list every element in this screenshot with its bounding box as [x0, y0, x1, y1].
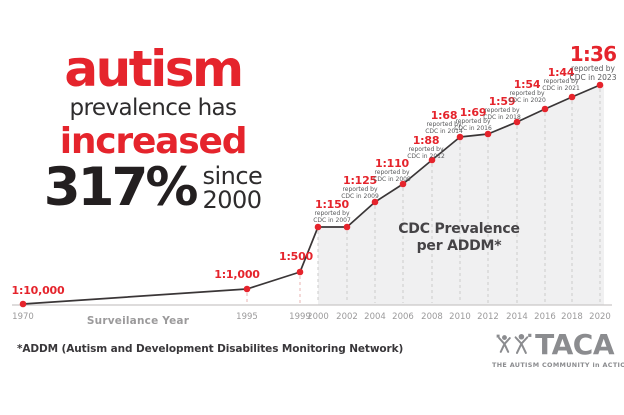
- data-point-2014: [513, 118, 521, 126]
- x-axis-label: Surveilance Year: [86, 315, 190, 327]
- point-reported-text: CDC in 2007: [313, 217, 351, 225]
- point-ratio: 1:88: [412, 134, 440, 147]
- point-ratio: 1:10,000: [11, 284, 65, 297]
- x-tick-label-2008: 2008: [421, 312, 443, 322]
- headline-block: autism prevalence has increased 317% sin…: [20, 40, 286, 218]
- point-reported-text: CDC in 2021: [542, 85, 580, 93]
- point-reported-text: reported by: [543, 78, 579, 85]
- headline-percent: 317%: [43, 157, 199, 218]
- point-reported-text: CDC in 2020: [508, 97, 546, 105]
- chart-annotation-line2: per ADDM*: [416, 237, 502, 254]
- headline-percent-row: 317% since 2000: [20, 157, 286, 218]
- headline-increased: increased: [59, 121, 248, 162]
- point-label-1995: 1:1,000: [214, 268, 260, 281]
- point-reported-text: reported by: [509, 90, 545, 97]
- point-ratio: 1:69: [459, 106, 487, 119]
- point-reported-text: CDC in 2016: [454, 125, 492, 133]
- x-tick-label-2004: 2004: [364, 312, 386, 322]
- prevalence-line: [22, 84, 601, 305]
- x-tick-label-2016: 2016: [534, 312, 556, 322]
- point-reported-text: CDC in 2009: [341, 193, 379, 201]
- data-point-2020: [596, 81, 604, 89]
- point-label-2008: 1:88 reported by CDC in 2012: [407, 135, 445, 161]
- point-reported-text: reported by: [484, 107, 520, 114]
- headline-since-line2: 2000: [202, 186, 262, 215]
- point-ratio: 1:44: [547, 66, 575, 79]
- data-point-1995: [243, 285, 251, 293]
- point-reported-text: reported by: [571, 64, 615, 73]
- point-reported-text: reported by: [374, 169, 410, 176]
- x-tick-label-2010: 2010: [449, 312, 471, 322]
- taca-tagline: THE AUTISM COMMUNITY in ACTION: [492, 360, 624, 369]
- point-reported-text: CDC in 2023: [569, 73, 617, 83]
- point-reported-text: CDC in 2018: [483, 114, 521, 122]
- point-ratio: 1:110: [374, 157, 409, 170]
- point-reported-text: reported by: [314, 210, 350, 217]
- data-point-2016: [541, 105, 549, 113]
- taca-figures-icon: [496, 333, 532, 354]
- point-label-2010: 1:68 reported by CDC in 2014: [425, 110, 463, 136]
- x-tick-label-2018: 2018: [561, 312, 583, 322]
- shaded-area: [318, 85, 604, 305]
- chart-annotation-line1: CDC Prevalence: [398, 221, 520, 237]
- point-ratio: 1:68: [430, 109, 458, 122]
- point-reported-text: CDC in 2014: [425, 128, 463, 136]
- data-point-2000: [314, 223, 322, 231]
- taca-wordmark: TACA: [535, 328, 614, 361]
- point-label-2014: 1:59 reported by CDC in 2018: [483, 96, 521, 122]
- point-label-2000: 1:150 reported by CDC in 2007: [313, 199, 351, 225]
- headline-since-line1: since: [202, 162, 263, 191]
- point-ratio: 1:36: [569, 42, 617, 66]
- data-point-2004: [371, 198, 379, 206]
- data-point-1999: [296, 268, 304, 276]
- data-point-2002: [343, 223, 351, 231]
- point-ratio: 1:125: [342, 174, 377, 187]
- x-tick-label-2006: 2006: [392, 312, 414, 322]
- headline-since: since 2000: [202, 164, 262, 212]
- headline-prevalence-has: prevalence has: [69, 95, 237, 121]
- chart-annotation: CDC Prevalence per ADDM*: [378, 221, 540, 254]
- x-tick-label-2002: 2002: [336, 312, 358, 322]
- data-point-2012: [484, 130, 492, 138]
- x-tick-label-2012: 2012: [477, 312, 499, 322]
- point-reported-text: reported by: [455, 118, 491, 125]
- data-point-1970: [19, 300, 27, 308]
- point-reported-text: CDC in 2012: [407, 153, 445, 161]
- point-label-2018: 1:44 reported by CDC in 2021: [542, 67, 580, 93]
- data-point-2006: [399, 180, 407, 188]
- taca-logo-row: TACA: [492, 328, 614, 361]
- point-label-2012: 1:69 reported by CDC in 2016: [454, 107, 492, 133]
- taca-logo: TACA THE AUTISM COMMUNITY in ACTION: [492, 328, 624, 369]
- point-reported-text: reported by: [342, 186, 378, 193]
- point-ratio: 1:54: [513, 78, 541, 91]
- x-tick-label-1999: 1999: [289, 312, 311, 322]
- point-ratio: 1:59: [488, 95, 516, 108]
- point-label-2006: 1:110 reported by CDC in 2009: [373, 158, 411, 184]
- point-label-2004: 1:125 reported by CDC in 2009: [341, 175, 379, 201]
- x-tick-label-1970: 1970: [12, 312, 34, 322]
- point-reported-text: reported by: [408, 146, 444, 153]
- x-tick-label-2014: 2014: [506, 312, 528, 322]
- point-ratio: 1:1,000: [214, 268, 260, 281]
- headline-autism: autism: [64, 40, 244, 98]
- point-ratio: 1:500: [278, 250, 314, 263]
- x-tick-label-2020: 2020: [589, 312, 611, 322]
- point-reported-text: CDC in 2009: [373, 176, 411, 184]
- data-point-2018: [568, 93, 576, 101]
- x-tick-label-1995: 1995: [236, 312, 258, 322]
- point-label-2016: 1:54 reported by CDC in 2020: [508, 79, 546, 105]
- x-tick-label-2000: 2000: [307, 312, 329, 322]
- point-label-1970: 1:10,000: [12, 285, 65, 296]
- point-reported-text: reported by: [426, 121, 462, 128]
- data-point-2010: [456, 133, 464, 141]
- point-label-1999: 1:500: [279, 251, 313, 262]
- point-ratio: 1:150: [314, 198, 349, 211]
- point-label-2020: 1:36 reported by CDC in 2023: [569, 42, 618, 83]
- data-point-2008: [428, 156, 436, 164]
- footnote: *ADDM (Autism and Development Disabilite…: [17, 343, 404, 355]
